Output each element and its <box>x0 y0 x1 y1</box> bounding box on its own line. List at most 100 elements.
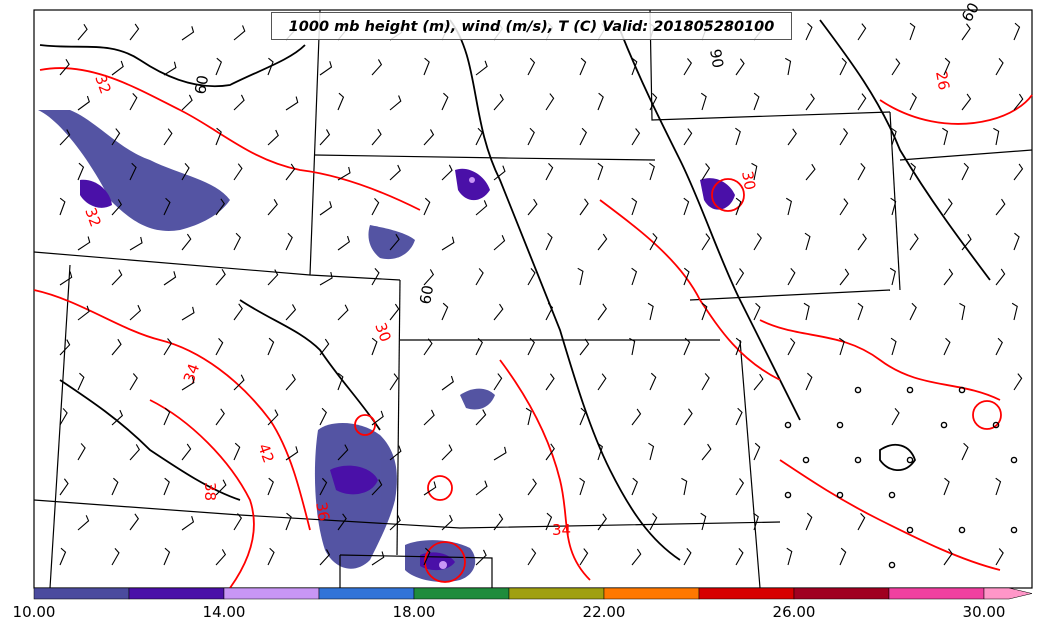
wind-barbs <box>59 22 1024 566</box>
wind-barb-icon <box>59 478 69 496</box>
wind-barb-icon <box>597 513 607 531</box>
wind-barb-icon <box>753 92 760 111</box>
wind-barb-icon <box>371 197 380 216</box>
wind-barb-icon <box>943 57 951 76</box>
wind-barb-icon <box>545 302 554 321</box>
wind-barb-icon <box>59 58 70 76</box>
height-contours <box>39 19 991 561</box>
wind-barb-icon <box>857 233 867 251</box>
wind-barb-icon <box>891 408 900 426</box>
colorbar-tick-label: 22.00 <box>582 603 626 621</box>
wind-barb-icon <box>111 199 122 216</box>
height-contour-2 <box>449 19 681 561</box>
wind-barb-icon <box>493 165 506 181</box>
wind-barb-icon <box>784 57 792 76</box>
wind-barb-icon <box>579 407 587 426</box>
wind-barb-icon <box>77 236 91 251</box>
wind-barb-icon <box>181 26 195 41</box>
border-line-7 <box>33 499 781 529</box>
wind-barb-icon <box>943 477 950 496</box>
wind-barb-icon <box>805 372 813 391</box>
wind-barb-icon <box>785 197 792 216</box>
wind-barb-icon <box>579 127 587 146</box>
wind-barb-icon <box>683 128 693 146</box>
wind-barb-icon <box>700 512 707 531</box>
wind-barb-icon <box>493 446 507 461</box>
colorbar-tick-label: 14.00 <box>202 603 246 621</box>
wind-barb-icon <box>631 57 638 76</box>
wind-barb-icon <box>701 443 712 461</box>
wind-barb-icon <box>129 513 140 531</box>
wind-barb-icon <box>735 337 742 356</box>
colorbar-segment <box>793 587 890 600</box>
wind-barb-icon <box>215 408 225 426</box>
wind-barb-icon <box>753 442 761 461</box>
wind-barb-icon <box>441 302 449 321</box>
wind-barb-icon <box>389 445 402 461</box>
colorbar-segment <box>603 587 700 600</box>
border-line-9 <box>689 289 891 301</box>
wind-barb-icon <box>163 271 177 286</box>
wind-barb-icon <box>631 408 642 426</box>
temperature-contours <box>33 67 1033 589</box>
wind-barb-icon <box>319 61 333 76</box>
wind-barb-icon <box>285 512 292 531</box>
wind-barb-icon <box>683 337 691 356</box>
wind-barb-icon <box>1013 22 1021 41</box>
wind-barb-icon <box>423 269 435 286</box>
wind-barb-icon <box>77 515 90 531</box>
temperature-contour-loop-2 <box>711 178 745 212</box>
map-frame <box>33 9 1033 589</box>
temperature-label: 30 <box>738 170 759 192</box>
wind-barb-icon <box>1013 93 1024 111</box>
wind-barb-icon <box>527 478 537 496</box>
wind-barb-icon <box>77 162 85 181</box>
wind-barb-icon <box>787 337 796 356</box>
wind-barb-icon <box>215 127 222 146</box>
wind-barb-icon <box>129 162 137 181</box>
wind-barb-icon <box>77 23 88 41</box>
temperature-contour-3 <box>499 359 591 581</box>
wind-barb-icon <box>647 302 654 321</box>
wind-barb-icon <box>371 551 385 566</box>
wind-barb-icon <box>475 549 487 566</box>
wind-barb-icon <box>181 233 192 251</box>
temperature-contour-8 <box>149 399 255 589</box>
wind-barb-icon <box>701 302 708 321</box>
wind-barb-icon <box>337 513 347 531</box>
calm-wind-circle-icon <box>802 456 810 464</box>
temperature-label: 32 <box>91 72 114 96</box>
wind-barb-icon <box>215 549 227 566</box>
calm-wind-circle-icon <box>854 456 862 464</box>
wind-barb-icon <box>1013 373 1023 391</box>
wind-barb-icon <box>441 236 455 251</box>
temperature-labels: 32 30 26 34 42 38 36 34 32 30 <box>81 70 953 539</box>
wind-barb-icon <box>545 232 553 251</box>
map-title: 1000 mb height (m), wind (m/s), T (C) Va… <box>271 12 792 40</box>
wind-barb-icon <box>942 127 949 146</box>
temperature-label: 32 <box>81 205 104 229</box>
calm-wind-circle-icon <box>784 491 792 499</box>
wind-barb-icon <box>857 93 867 111</box>
wind-barb-icon <box>285 446 299 461</box>
wind-barb-icon <box>649 92 658 111</box>
wind-barb-icon <box>961 442 969 461</box>
border-line-2 <box>309 9 321 276</box>
wind-barb-icon <box>751 162 758 181</box>
wind-barb-icon <box>683 197 690 216</box>
inner-region-5 <box>80 179 112 208</box>
wind-barb-icon <box>111 60 124 76</box>
temperature-label: 30 <box>371 320 394 344</box>
wind-barb-icon <box>701 233 711 251</box>
wind-barb-icon <box>59 129 71 146</box>
wind-barb-icon <box>319 129 331 146</box>
wind-barb-icon <box>441 444 453 461</box>
wind-barb-icon <box>423 57 430 76</box>
temperature-contour-1 <box>39 67 421 211</box>
wind-barb-icon <box>735 268 745 286</box>
wind-barb-icon <box>475 480 488 496</box>
calm-wind-circle-icon <box>854 386 862 394</box>
wind-barb-icon <box>805 163 816 181</box>
colorbar-segment <box>223 587 320 600</box>
wind-barb-icon <box>389 373 399 391</box>
